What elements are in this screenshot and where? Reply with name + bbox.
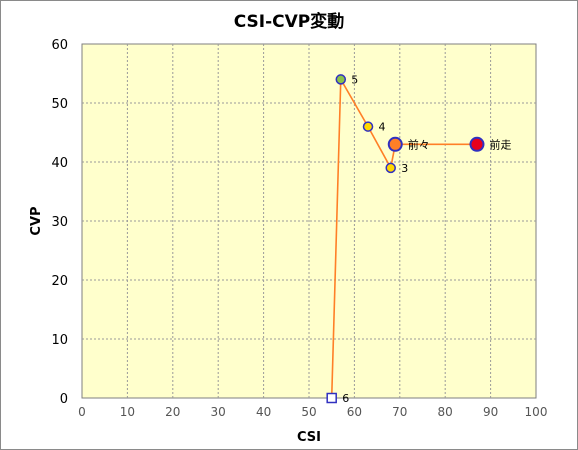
point-marker (469, 136, 485, 152)
y-tick-label: 60 (51, 38, 68, 53)
y-tick-label: 10 (51, 333, 68, 348)
y-tick-label: 30 (51, 215, 68, 230)
x-tick-label: 60 (347, 405, 362, 419)
point-marker (335, 74, 347, 85)
y-tick-labels: 0 10 20 30 40 50 60 (51, 38, 68, 407)
chart-title: CSI-CVP変動 (234, 11, 345, 32)
y-tick-label: 40 (51, 156, 68, 171)
x-tick-labels: 0 10 20 30 40 50 60 70 80 90 100 (78, 405, 547, 419)
point-marker (387, 136, 403, 152)
x-tick-label: 90 (483, 405, 498, 419)
y-axis-title: CVP (29, 206, 44, 235)
series-line-group (330, 76, 477, 399)
point-label: 3 (401, 162, 408, 175)
y-tick-label: 50 (51, 97, 68, 112)
point-label: 前走 (489, 137, 511, 151)
gridlines (82, 44, 536, 398)
x-tick-label: 20 (165, 405, 180, 419)
x-tick-label: 30 (211, 405, 226, 419)
x-tick-label: 70 (392, 405, 407, 419)
point-marker (362, 121, 374, 132)
x-tick-label: 10 (120, 405, 135, 419)
x-tick-label: 100 (525, 405, 548, 419)
point-labels: 前走 前々3 4 5 6 (342, 73, 511, 405)
series-line (330, 76, 477, 399)
point-marker (326, 392, 337, 404)
point-label: 5 (351, 73, 358, 86)
x-tick-label: 50 (301, 405, 316, 419)
markers (326, 74, 485, 404)
x-tick-label: 40 (256, 405, 271, 419)
point-label: 前々 (408, 137, 430, 151)
x-tick-label: 0 (78, 405, 86, 419)
y-tick-label: 20 (51, 274, 68, 289)
x-axis-title: CSI (297, 430, 321, 445)
point-label: 4 (379, 121, 386, 134)
point-marker (385, 162, 396, 174)
x-tick-label: 80 (438, 405, 453, 419)
point-label: 6 (342, 392, 349, 405)
y-tick-label: 0 (60, 392, 68, 407)
